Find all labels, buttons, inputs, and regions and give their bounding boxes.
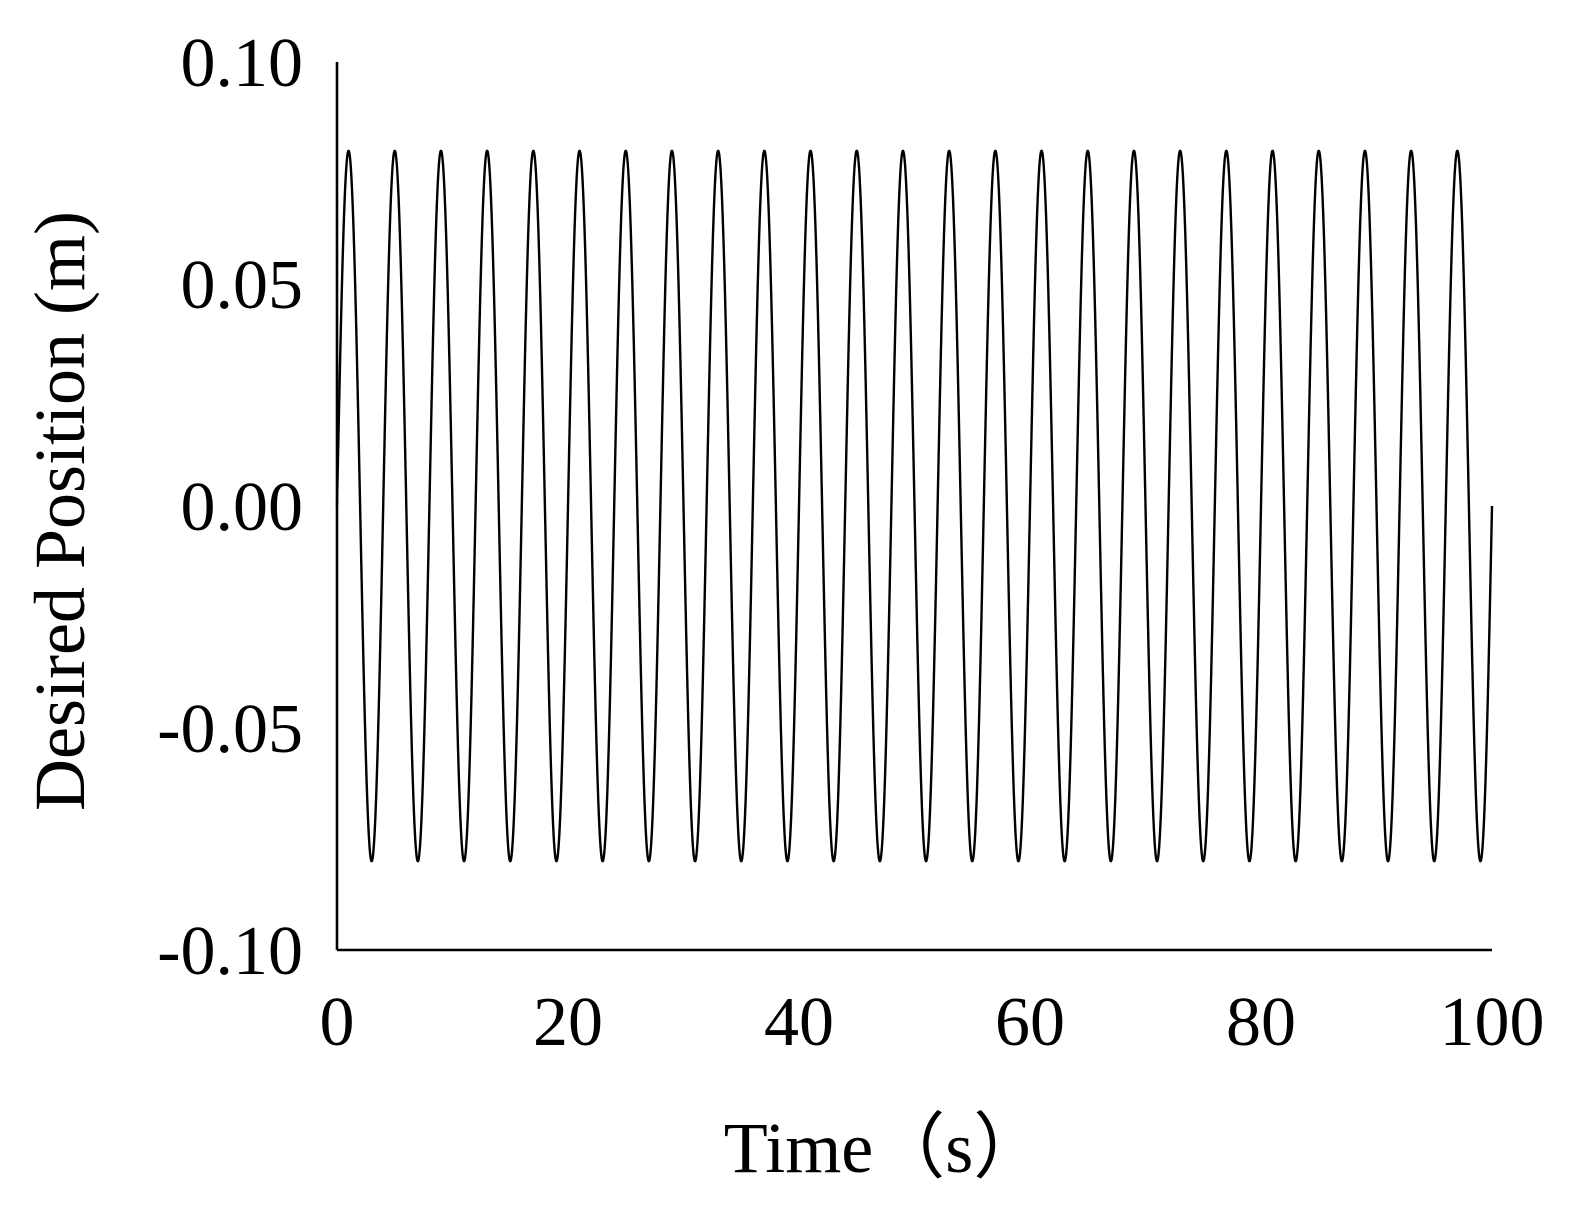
y-tick-label: 0.10 xyxy=(181,25,304,102)
y-tick-labels: 0.10 0.05 0.00 -0.05 -0.10 xyxy=(157,25,303,990)
x-axis-title: Time（s） xyxy=(724,1108,1045,1188)
x-tick-label: 0 xyxy=(320,984,355,1061)
x-tick-labels: 0 20 40 60 80 100 xyxy=(320,984,1545,1061)
x-tick-label: 80 xyxy=(1226,984,1296,1061)
y-tick-label: -0.10 xyxy=(157,913,303,990)
x-tick-label: 40 xyxy=(764,984,834,1061)
x-tick-label: 100 xyxy=(1440,984,1545,1061)
x-tick-label: 60 xyxy=(995,984,1065,1061)
y-axis-title: Desired Position (m) xyxy=(20,211,100,811)
y-tick-label: -0.05 xyxy=(157,691,303,768)
plot-area xyxy=(335,62,1494,952)
y-tick-label: 0.00 xyxy=(181,469,304,546)
x-tick-label: 20 xyxy=(533,984,603,1061)
series-line xyxy=(335,149,1494,863)
y-tick-label: 0.05 xyxy=(181,247,304,324)
